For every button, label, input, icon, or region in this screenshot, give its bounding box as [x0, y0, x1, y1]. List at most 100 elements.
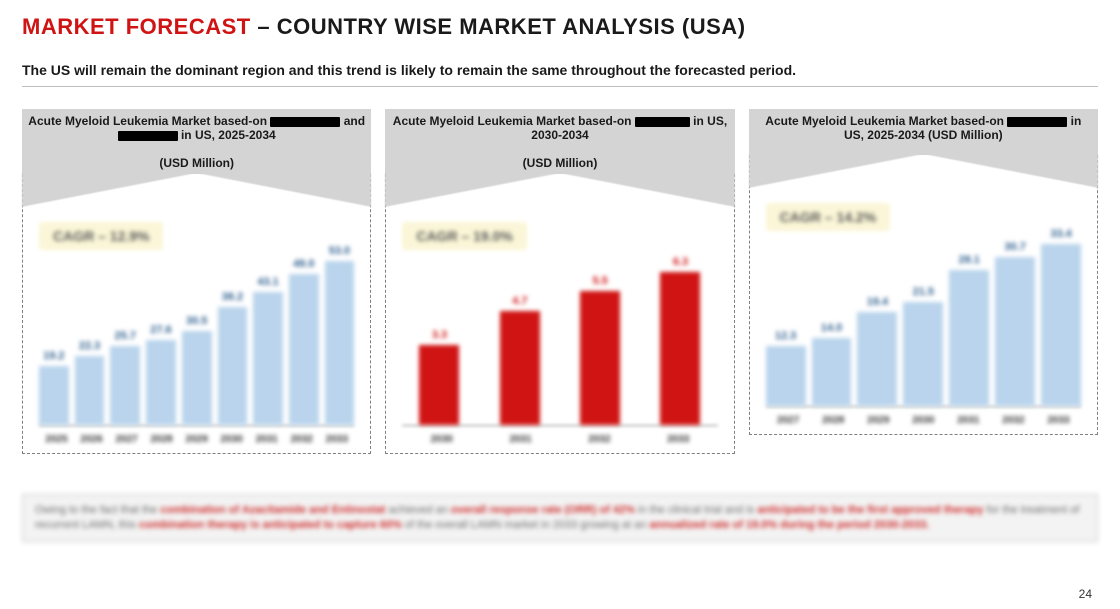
bar-value-label: 5.5 — [593, 275, 608, 287]
charts-row: Acute Myeloid Leukemia Market based-on a… — [22, 109, 1098, 454]
bar — [218, 307, 248, 425]
bar — [766, 346, 806, 406]
x-tick: 2031 — [481, 434, 560, 445]
footnote-text: achieved an — [389, 504, 451, 516]
bar — [146, 340, 176, 425]
bar-value-label: 28.1 — [959, 254, 980, 266]
chart-header: Acute Myeloid Leukemia Market based-on i… — [749, 109, 1098, 155]
footnote-highlight: annualized rate of 19.0% during the peri… — [649, 519, 929, 531]
x-tick: 2026 — [74, 434, 109, 445]
bar-value-label: 12.3 — [775, 330, 796, 342]
slide-page: MARKET FORECAST – COUNTRY WISE MARKET AN… — [0, 0, 1120, 609]
x-tick: 2025 — [39, 434, 74, 445]
bar-column: 27.6 — [146, 324, 176, 425]
bar — [325, 261, 355, 425]
bar — [857, 312, 897, 406]
bar-column: 53.0 — [325, 245, 355, 425]
bar — [812, 338, 852, 406]
chart-body-wrap: CAGR – 14.2% 12.3 14.0 19.4 21.5 28.1 30.733.4… — [749, 155, 1098, 435]
x-tick: 2028 — [811, 415, 856, 426]
x-tick: 2032 — [284, 434, 319, 445]
bar — [580, 291, 620, 425]
x-tick: 2033 — [319, 434, 354, 445]
cagr-badge: CAGR – 19.0% — [402, 222, 526, 250]
bar-value-label: 6.3 — [673, 256, 688, 268]
title-primary: MARKET FORECAST — [22, 14, 251, 39]
title-separator: – — [251, 14, 277, 39]
bar-column: 43.1 — [253, 276, 283, 425]
bar-column: 25.7 — [110, 330, 140, 425]
subtitle-container: The US will remain the dominant region a… — [22, 62, 1098, 87]
title-secondary: COUNTRY WISE MARKET ANALYSIS (USA) — [277, 14, 746, 39]
chart-body: CAGR – 19.0% 3.3 4.7 5.5 6.3 2030203120322033 — [385, 174, 734, 454]
bar-value-label: 53.0 — [329, 245, 350, 257]
x-axis: 2030203120322033 — [402, 434, 717, 445]
footnote-highlight: combination of Azacitamide and Entinosta… — [160, 504, 385, 516]
footnote-text: Owing to the fact that the — [35, 504, 160, 516]
x-tick: 2033 — [639, 434, 718, 445]
x-tick: 2033 — [1036, 415, 1081, 426]
chart-header: Acute Myeloid Leukemia Market based-on a… — [22, 109, 371, 174]
x-tick: 2030 — [901, 415, 946, 426]
x-tick: 2027 — [766, 415, 811, 426]
bar — [949, 270, 989, 406]
bar-value-label: 19.2 — [43, 350, 64, 362]
bar-column: 6.3 — [643, 256, 717, 425]
bar-column: 38.2 — [218, 291, 248, 425]
bar-value-label: 49.0 — [293, 258, 314, 270]
bar — [289, 274, 319, 425]
bar — [75, 356, 105, 425]
bars-area: 19.222.325.727.630.538.243.149.053.0 — [39, 252, 354, 425]
bar-value-label: 21.5 — [913, 286, 934, 298]
bar-column: 5.5 — [563, 275, 637, 425]
bars-area: 12.314.019.421.528.130.733.4 — [766, 233, 1081, 406]
subtitle-text: The US will remain the dominant region a… — [22, 62, 796, 78]
bar-column: 14.0 — [812, 322, 852, 406]
bar-column: 22.3 — [75, 340, 105, 425]
bar-value-label: 14.0 — [821, 322, 842, 334]
bar — [903, 302, 943, 406]
bar — [39, 366, 69, 425]
bar-column: 49.0 — [289, 258, 319, 425]
x-tick: 2032 — [560, 434, 639, 445]
bar-value-label: 38.2 — [222, 291, 243, 303]
chart-body: CAGR – 12.9% 19.2 22.3 25.7 27.6 30.5 38.2 43.1… — [22, 174, 371, 454]
x-tick: 2031 — [249, 434, 284, 445]
bar-value-label: 3.3 — [432, 329, 447, 341]
x-tick: 2028 — [144, 434, 179, 445]
bar-value-label: 27.6 — [150, 324, 171, 336]
x-axis: 202520262027202820292030203120322033 — [39, 434, 354, 445]
bar-value-label: 22.3 — [79, 340, 100, 352]
chart-body: CAGR – 14.2% 12.3 14.0 19.4 21.5 28.1 30.733.4… — [749, 155, 1098, 435]
chart-body-wrap: CAGR – 19.0% 3.3 4.7 5.5 6.3 2030203120322033 — [385, 174, 734, 454]
redacted-text — [118, 131, 178, 141]
footnote-highlight: combination therapy is anticipated to ca… — [139, 519, 402, 531]
bar-column: 33.4 — [1041, 228, 1081, 406]
bars-area: 3.3 4.7 5.5 6.3 — [402, 252, 717, 425]
bar-column: 19.4 — [857, 296, 897, 406]
bar-value-label: 4.7 — [512, 295, 527, 307]
x-tick: 2030 — [402, 434, 481, 445]
bar-column: 19.2 — [39, 350, 69, 425]
x-tick: 2029 — [856, 415, 901, 426]
page-title: MARKET FORECAST – COUNTRY WISE MARKET AN… — [22, 14, 1098, 40]
bar-value-label: 30.5 — [186, 315, 207, 327]
cagr-badge: CAGR – 14.2% — [766, 203, 890, 231]
x-tick: 2027 — [109, 434, 144, 445]
chart-card: Acute Myeloid Leukemia Market based-on a… — [22, 109, 371, 454]
x-tick: 2029 — [179, 434, 214, 445]
chart-baseline — [766, 406, 1081, 407]
footnote-text: in the clinical trial and is — [638, 504, 757, 516]
x-tick: 2031 — [946, 415, 991, 426]
footnote-box: Owing to the fact that the combination o… — [22, 494, 1098, 542]
bar-column: 30.7 — [995, 241, 1035, 406]
x-tick: 2030 — [214, 434, 249, 445]
bar-column: 21.5 — [903, 286, 943, 406]
redacted-text — [635, 117, 690, 127]
bar-column: 3.3 — [402, 329, 476, 425]
bar — [660, 272, 700, 425]
bar — [182, 331, 212, 425]
bar — [419, 345, 459, 425]
bar — [110, 346, 140, 425]
cagr-badge: CAGR – 12.9% — [39, 222, 163, 250]
